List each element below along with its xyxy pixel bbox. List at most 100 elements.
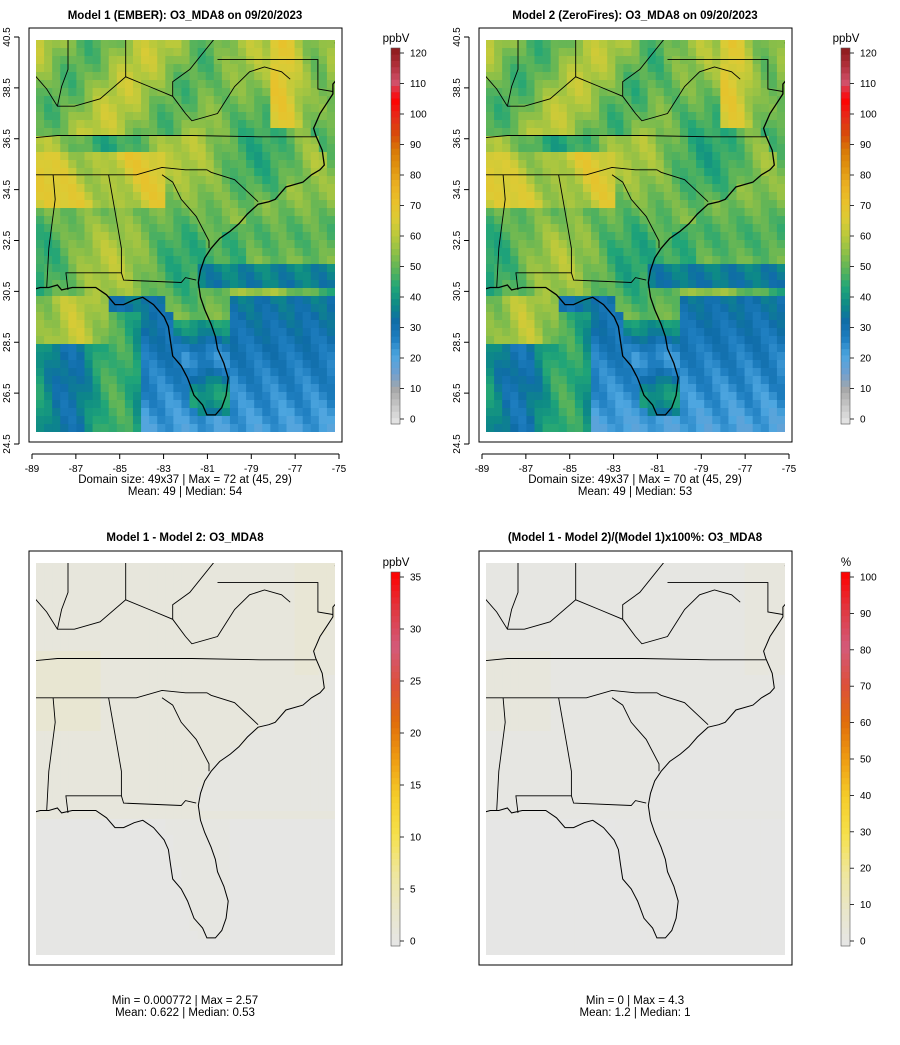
grid-cell <box>582 312 592 321</box>
grid-cell <box>278 400 288 409</box>
grid-cell <box>60 240 69 249</box>
grid-cell <box>52 851 61 860</box>
grid-cell <box>270 579 280 588</box>
grid-cell <box>157 779 166 788</box>
grid-cell <box>132 320 142 329</box>
grid-cell <box>36 691 45 700</box>
grid-cell <box>607 376 616 385</box>
grid-cell <box>254 408 263 417</box>
grid-cell <box>149 288 158 297</box>
grid-cell <box>502 264 511 273</box>
grid-cell <box>599 72 608 81</box>
grid-cell <box>696 112 705 121</box>
grid-cell <box>679 80 689 89</box>
grid-cell <box>141 152 150 161</box>
grid-cell <box>502 336 511 345</box>
state-border <box>622 40 664 97</box>
grid-cell <box>607 272 616 281</box>
grid-cell <box>736 256 746 265</box>
grid-cell <box>704 240 713 249</box>
grid-cell <box>213 675 223 684</box>
grid-cell <box>132 352 142 361</box>
grid-cell <box>124 368 134 377</box>
grid-cell <box>149 659 158 668</box>
grid-cell <box>36 136 45 145</box>
grid-cell <box>574 232 584 241</box>
grid-cell <box>728 40 738 49</box>
grid-cell <box>84 272 94 281</box>
grid-cell <box>157 667 166 676</box>
grid-cell <box>221 160 231 169</box>
grid-cell <box>712 64 721 73</box>
grid-cell <box>526 144 536 153</box>
grid-cell <box>310 667 320 676</box>
grid-cell <box>582 288 592 297</box>
grid-cell <box>286 328 296 337</box>
grid-cell <box>326 328 335 337</box>
grid-cell <box>205 715 215 724</box>
grid-cell <box>302 144 312 153</box>
grid-cell <box>655 312 665 321</box>
grid-cell <box>728 296 738 305</box>
grid-cell <box>607 384 616 393</box>
grid-cell <box>84 336 94 345</box>
grid-cell <box>574 360 584 369</box>
grid-cell <box>246 368 255 377</box>
grid-cell <box>502 352 511 361</box>
grid-cell <box>124 795 134 804</box>
grid-cell <box>254 88 263 97</box>
grid-cell <box>229 264 239 273</box>
grid-cell <box>518 160 527 169</box>
grid-cell <box>591 56 600 65</box>
grid-cell <box>44 344 53 353</box>
grid-cell <box>92 563 102 572</box>
grid-cell <box>181 224 191 233</box>
grid-cell <box>92 104 102 113</box>
grid-cell <box>768 352 778 361</box>
grid-cell <box>44 651 53 660</box>
grid-cell <box>141 120 150 129</box>
grid-cell <box>100 611 110 620</box>
grid-cell <box>302 232 312 241</box>
grid-cell <box>197 128 207 137</box>
grid-cell <box>696 72 705 81</box>
grid-cell <box>100 224 110 233</box>
grid-cell <box>141 240 150 249</box>
grid-cell <box>173 160 183 169</box>
grid-cell <box>752 160 762 169</box>
grid-cell <box>736 208 746 217</box>
grid-cell <box>132 336 142 345</box>
grid-cell <box>197 675 207 684</box>
grid-cell <box>326 160 335 169</box>
grid-cell <box>294 144 304 153</box>
grid-cell <box>141 376 150 385</box>
grid-cell <box>132 747 142 756</box>
grid-cell <box>262 763 271 772</box>
grid-cell <box>270 280 280 289</box>
grid-cell <box>318 424 328 432</box>
grid-cell <box>246 176 255 185</box>
grid-cell <box>246 699 255 708</box>
grid-cell <box>149 216 158 225</box>
grid-cell <box>518 144 527 153</box>
grid-cell <box>623 424 633 432</box>
grid-cell <box>124 723 134 732</box>
grid-cell <box>68 392 77 401</box>
grid-cell <box>688 272 697 281</box>
grid-cell <box>679 320 689 329</box>
grid-cell <box>108 328 118 337</box>
grid-cell <box>760 216 770 225</box>
grid-cell <box>92 611 102 620</box>
grid-cell <box>494 272 503 281</box>
grid-cell <box>574 176 584 185</box>
grid-cell <box>310 72 320 81</box>
grid-cell <box>615 216 624 225</box>
grid-cell <box>704 184 713 193</box>
grid-cell <box>213 400 223 409</box>
grid-cell <box>607 416 616 425</box>
grid-cell <box>116 392 126 401</box>
grid-cell <box>76 611 86 620</box>
grid-cell <box>278 344 288 353</box>
grid-cell <box>181 328 191 337</box>
grid-cell <box>60 176 69 185</box>
